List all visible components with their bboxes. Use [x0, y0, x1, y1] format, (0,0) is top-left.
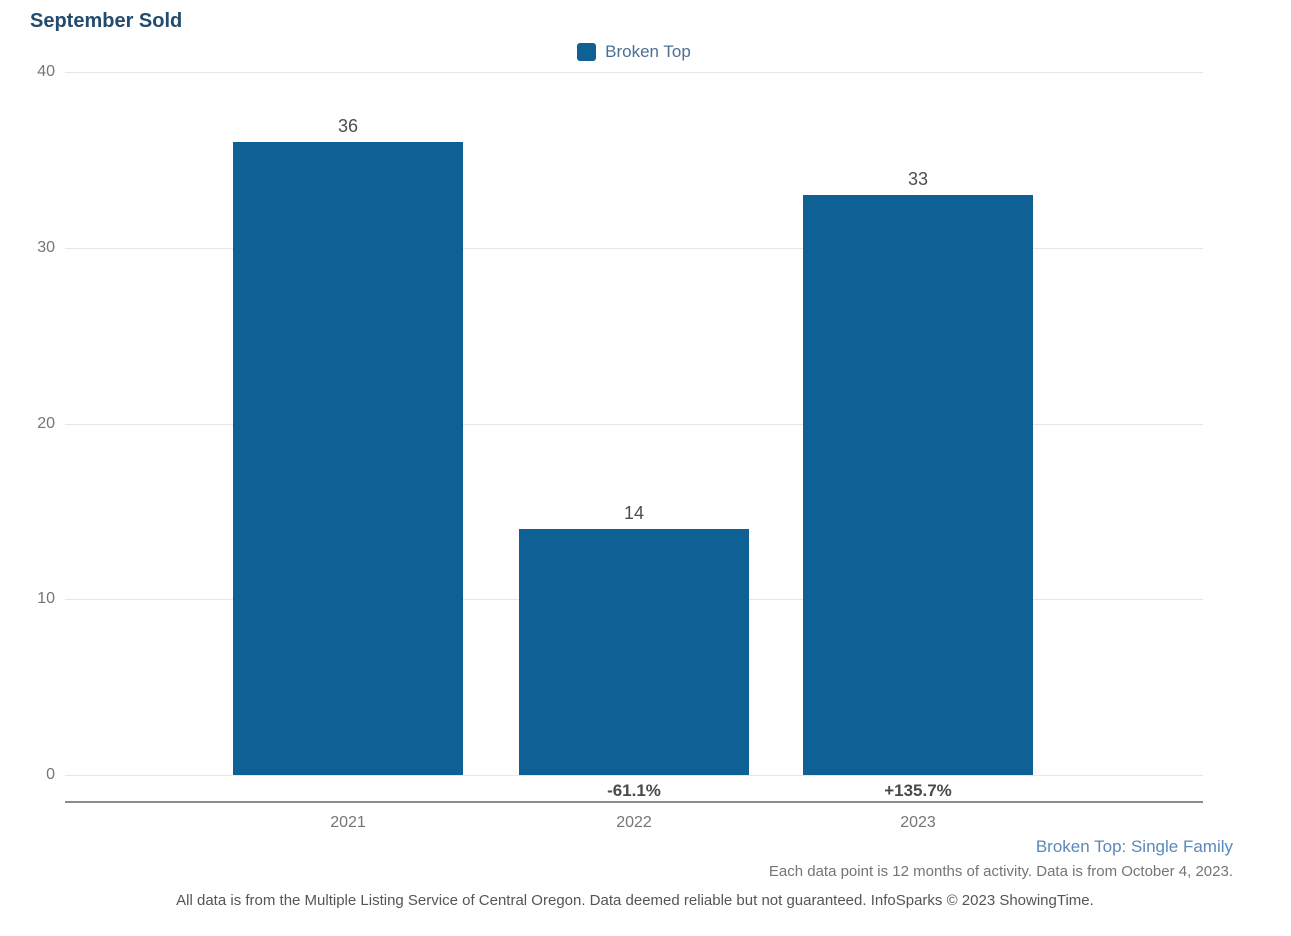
- x-tick-label: 2022: [616, 814, 652, 831]
- legend-label: Broken Top: [605, 42, 691, 61]
- y-tick-label: 30: [37, 238, 55, 256]
- pct-change-label: -61.1%: [607, 781, 661, 800]
- y-gridline: [65, 72, 1203, 73]
- y-tick-label: 40: [37, 63, 55, 80]
- legend-item-broken-top[interactable]: Broken Top: [577, 42, 691, 62]
- disclaimer: All data is from the Multiple Listing Se…: [176, 892, 1094, 909]
- bar-value-label: 36: [337, 116, 359, 137]
- y-tick-label: 20: [37, 414, 55, 432]
- chart-title: September Sold: [30, 10, 183, 32]
- legend-swatch-icon: [577, 43, 597, 61]
- series-note: Broken Top: Single Family: [1035, 837, 1233, 856]
- y-tick-label: 10: [37, 590, 55, 608]
- bar[interactable]: [233, 142, 463, 775]
- data-note: Each data point is 12 months of activity…: [768, 863, 1233, 880]
- bar[interactable]: [519, 528, 749, 775]
- legend: Broken Top: [65, 42, 1203, 62]
- y-gridline: [65, 423, 1203, 425]
- y-gridline: [65, 775, 1203, 776]
- y-tick-label: 0: [46, 766, 55, 783]
- bar[interactable]: [803, 195, 1033, 775]
- bar-value-label: 33: [907, 169, 929, 190]
- y-gridline: [65, 247, 1203, 249]
- x-tick-label: 2021: [330, 814, 366, 831]
- pct-change-label: +135.7%: [884, 781, 952, 800]
- x-axis-line: [65, 801, 1203, 803]
- bar-value-label: 14: [623, 502, 645, 523]
- x-tick-label: 2023: [900, 814, 936, 831]
